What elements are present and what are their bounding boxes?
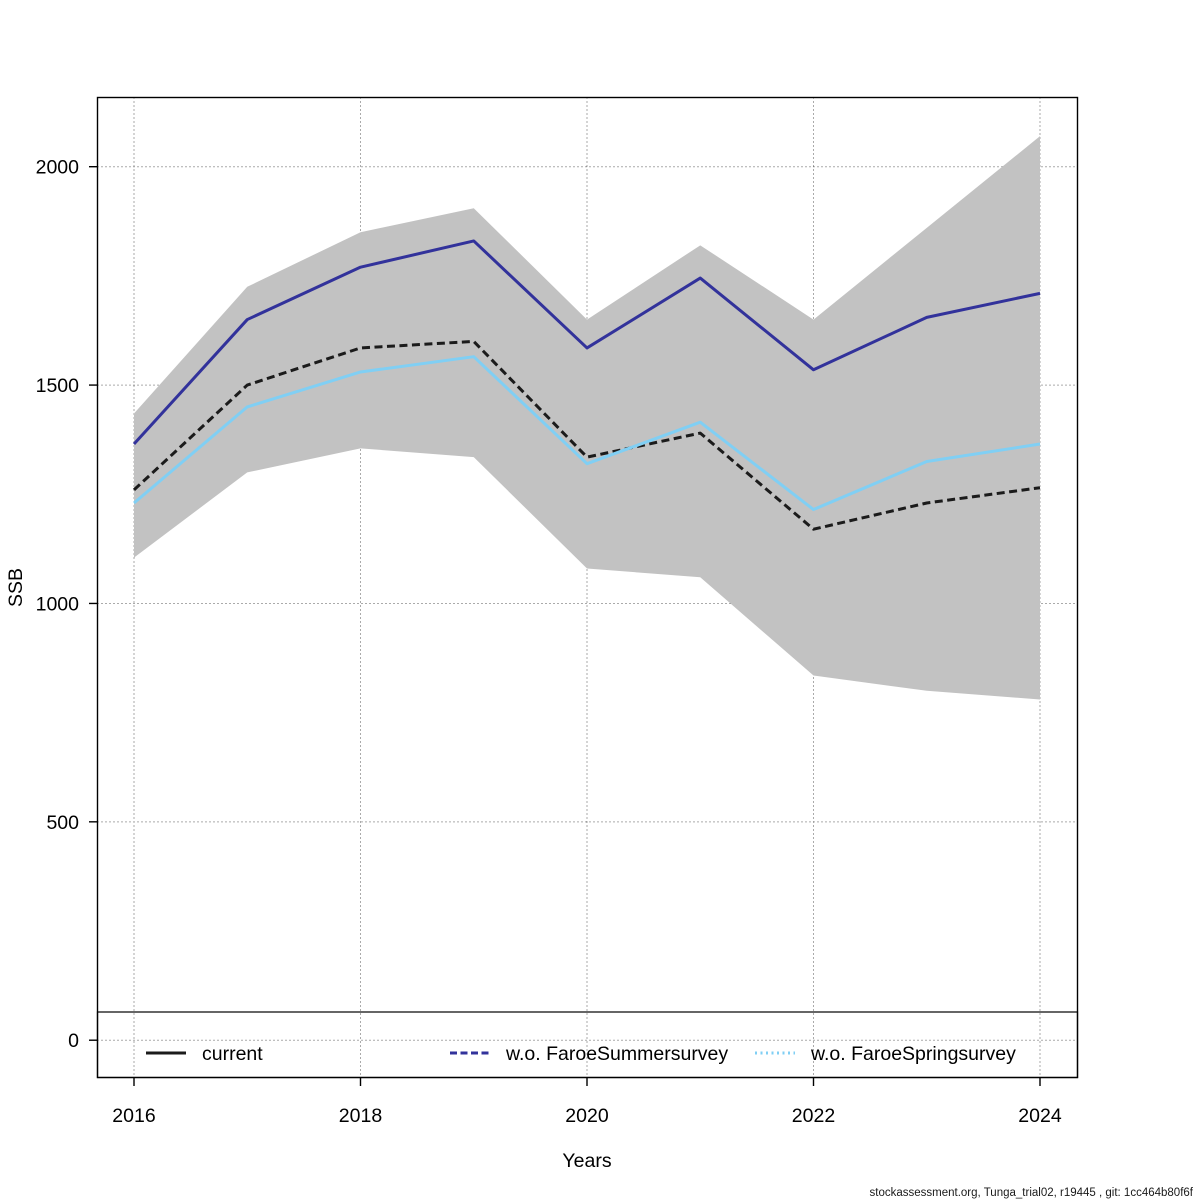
legend-label-current: current	[202, 1043, 263, 1065]
y-tick-label: 1000	[36, 593, 80, 615]
series-line-current	[132, 339, 1041, 531]
x-axis-title: Years	[562, 1150, 611, 1172]
x-tick-label: 2018	[339, 1105, 382, 1127]
x-tick-label: 2016	[112, 1105, 155, 1127]
x-tick-label: 2024	[1018, 1105, 1062, 1127]
confidence-band	[134, 136, 1040, 700]
footer-credit: stockassessment.org, Tunga_trial02, r194…	[870, 1187, 1194, 1199]
series-line-w-o-faroesummersurvey	[132, 239, 1041, 446]
y-tick-label: 0	[68, 1030, 79, 1052]
legend-box	[96, 1011, 1079, 1079]
y-tick-label: 1500	[36, 375, 80, 397]
confidence-band-layer	[134, 136, 1040, 700]
y-tick-label: 500	[46, 812, 79, 834]
series-layer	[132, 239, 1041, 531]
y-axis-title: SSB	[5, 568, 27, 607]
x-tick-label: 2022	[792, 1105, 835, 1127]
legend: current w.o. FaroeSummersurvey w.o. FaroeS…	[96, 1011, 1079, 1079]
x-tick-label: 2020	[565, 1105, 609, 1127]
legend-label-w-o-faroesummersurvey: w.o. FaroeSummersurvey	[505, 1043, 728, 1065]
series-line-w-o-faroespringsurvey	[133, 355, 1041, 512]
plot-frame-layer: 2016 2018 2020 2022 2024 0 500 1000 1500 2000	[36, 96, 1079, 1127]
legend-label-w-o-faroespringsurvey: w.o. FaroeSpringsurvey	[810, 1043, 1016, 1065]
y-tick-label: 2000	[36, 157, 80, 179]
